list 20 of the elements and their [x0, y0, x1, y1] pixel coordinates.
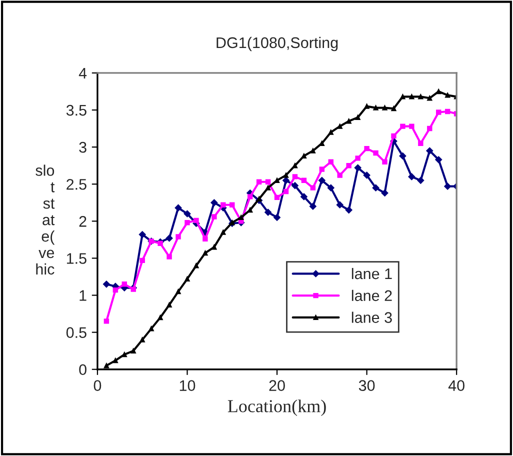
legend-label: lane 1: [352, 268, 392, 280]
chart-title: DG1(1080,Sorting: [216, 36, 338, 52]
y-axis-title: slo t st at e( ve hic: [36, 164, 55, 275]
x-axis-title: Location(km): [228, 400, 326, 416]
x-tick-label: 30: [358, 380, 375, 391]
legend-label: lane 2: [352, 290, 392, 302]
y-tick-label: 3: [79, 142, 86, 153]
x-tick-label: 20: [269, 380, 285, 391]
y-tick-label: 0.5: [66, 327, 86, 338]
y-tick-label: 4: [78, 68, 87, 78]
legend-label: lane 3: [352, 312, 392, 323]
y-tick-label: 1.5: [66, 253, 86, 264]
y-tick-label: 0: [79, 364, 86, 376]
y-tick-label: 2: [79, 216, 86, 227]
x-tick-label: 0: [94, 380, 102, 391]
y-tick-label: 2.5: [66, 178, 86, 190]
y-tick-label: 1: [80, 290, 86, 301]
x-tick-label: 40: [448, 380, 464, 391]
x-tick-label: 10: [180, 380, 196, 391]
y-tick-label: 3.5: [66, 104, 86, 116]
